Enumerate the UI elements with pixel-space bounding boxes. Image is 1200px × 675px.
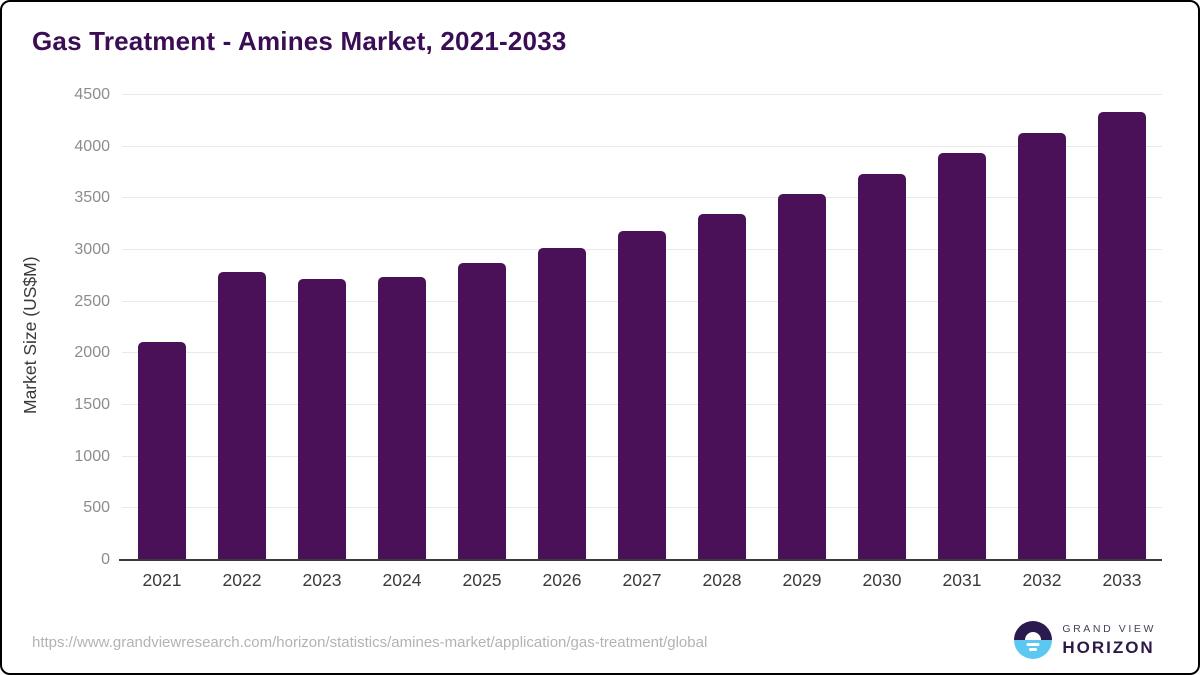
y-tick-label: 1500 <box>74 396 110 413</box>
logo-product-name: HORIZON <box>1062 637 1155 657</box>
bar-2029[interactable] <box>778 194 826 559</box>
plot-area <box>119 94 1162 561</box>
logo-stripe <box>1026 643 1040 646</box>
x-tick-label-2029: 2029 <box>782 570 822 590</box>
chart-title: Gas Treatment - Amines Market, 2021-2033 <box>32 26 567 56</box>
bar-2025[interactable] <box>458 263 506 559</box>
y-tick-label: 1000 <box>74 447 110 465</box>
bar-2023[interactable] <box>298 278 346 559</box>
logo-brand-name: GRAND VIEW <box>1062 622 1156 635</box>
y-axis-ticks: 0 500 1000 1500 2000 2500 3000 3500 4000 4500 <box>2 87 110 568</box>
bar-2030[interactable] <box>858 173 906 559</box>
y-tick-label: 3500 <box>74 189 110 207</box>
gridline <box>122 197 1162 199</box>
y-tick-label: 4500 <box>74 86 110 103</box>
bar-2031[interactable] <box>938 152 986 559</box>
x-tick-label-2031: 2031 <box>942 570 982 590</box>
logo-text: GRAND VIEW HORIZON <box>1062 623 1156 658</box>
logo-stripe <box>1029 648 1038 651</box>
horizon-sun-logo-icon <box>1014 621 1053 659</box>
bar-2021[interactable] <box>138 342 186 559</box>
bar-2027[interactable] <box>618 231 666 559</box>
x-tick-label-2030: 2030 <box>862 570 902 590</box>
source-url: https://www.grandviewresearch.com/horizo… <box>32 634 708 651</box>
x-tick-label-2032: 2032 <box>1022 570 1062 590</box>
bar-2024[interactable] <box>378 276 426 559</box>
y-tick-label: 4000 <box>74 137 110 155</box>
sun-icon <box>1025 632 1042 640</box>
bar-2032[interactable] <box>1018 133 1066 559</box>
brand-logo: GRAND VIEW HORIZON <box>1014 621 1156 659</box>
x-axis-line <box>119 559 1162 561</box>
y-tick-label: 2000 <box>74 344 110 362</box>
y-tick-label: 2500 <box>74 292 110 310</box>
x-tick-label-2033: 2033 <box>1102 570 1142 590</box>
x-tick-label-2027: 2027 <box>622 570 662 590</box>
x-axis-labels: 2021 2022 2023 2024 2025 2026 2027 2028 2029 2030… <box>122 570 1162 591</box>
bar-2026[interactable] <box>538 247 586 559</box>
x-tick-label-2025: 2025 <box>462 570 502 590</box>
x-tick-label-2022: 2022 <box>222 570 262 590</box>
x-tick-label-2023: 2023 <box>302 570 342 590</box>
bar-2028[interactable] <box>698 213 746 559</box>
y-tick-label: 3000 <box>74 241 110 258</box>
x-tick-label-2021: 2021 <box>142 570 182 590</box>
x-tick-label-2026: 2026 <box>542 570 582 590</box>
gridline <box>122 94 1162 95</box>
x-tick-label-2028: 2028 <box>702 570 742 590</box>
y-tick-label: 500 <box>83 499 110 517</box>
y-tick-label: 0 <box>101 551 110 568</box>
bar-2033[interactable] <box>1098 111 1146 559</box>
bar-2022[interactable] <box>218 271 266 559</box>
x-tick-label-2024: 2024 <box>382 570 422 590</box>
gridline <box>122 145 1162 147</box>
